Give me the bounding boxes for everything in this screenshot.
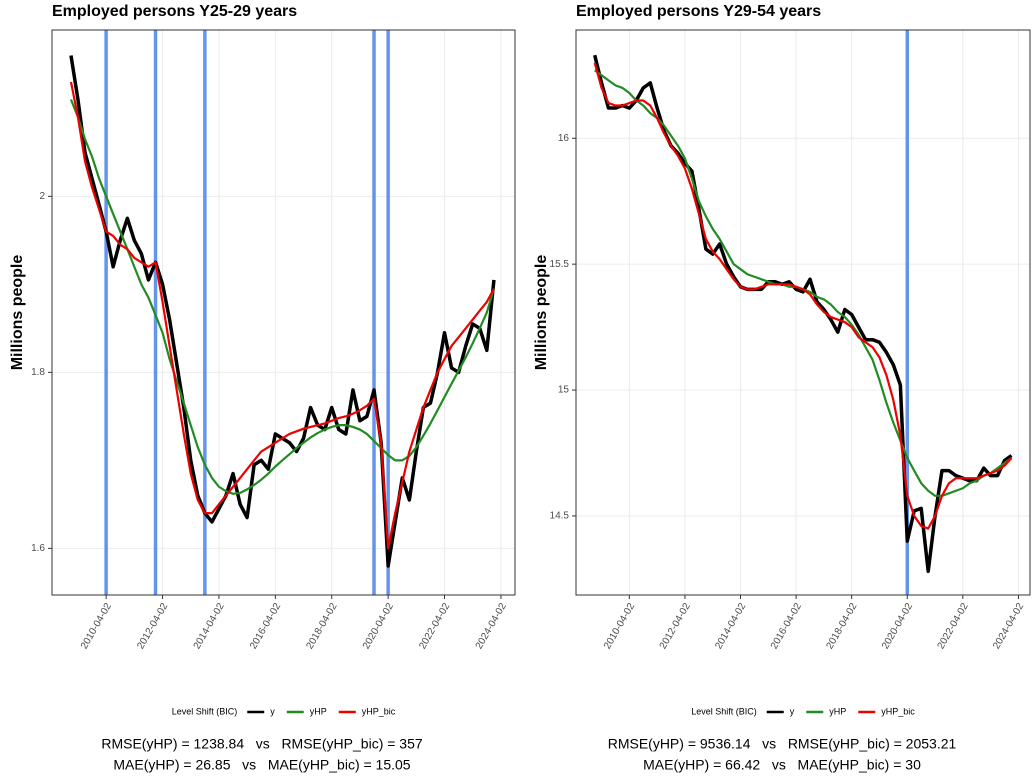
y-tick-label: 15	[558, 385, 570, 396]
stats-annotation: MAE(yHP) = 66.42 vs MAE(yHP_bic) = 30	[643, 757, 921, 773]
x-tick-label: 2010-04-02	[602, 601, 637, 651]
y-tick-label: 14.5	[550, 511, 570, 522]
x-tick-label: 2014-04-02	[713, 601, 748, 651]
legend-label: y	[270, 706, 275, 716]
legend: Level Shift (BIC) y yHP yHP_bic	[172, 706, 396, 716]
legend-label: yHP_bic	[362, 706, 396, 716]
x-tick-label: 2020-04-02	[361, 601, 396, 651]
legend-label: yHP	[310, 706, 327, 716]
x-tick-label: 2014-04-02	[192, 601, 227, 651]
series-line	[69, 99, 495, 495]
y-tick-label: 15.5	[550, 259, 570, 270]
y-tick-label: 16	[558, 133, 570, 144]
x-tick-label: 2016-04-02	[248, 601, 283, 651]
legend-label: yHP	[829, 706, 846, 716]
y-axis-label: Millions people	[533, 255, 550, 371]
x-tick-label: 2012-04-02	[135, 601, 170, 651]
stats-annotation: MAE(yHP) = 26.85 vs MAE(yHP_bic) = 15.05	[113, 757, 410, 773]
stats-annotation: RMSE(yHP) = 1238.84 vs RMSE(yHP_bic) = 3…	[101, 736, 423, 752]
y-tick-label: 2	[39, 191, 45, 202]
x-tick-label: 2016-04-02	[769, 601, 804, 651]
x-tick-label: 2022-04-02	[936, 601, 971, 651]
x-tick-label: 2024-04-02	[991, 601, 1026, 651]
legend: Level Shift (BIC) y yHP yHP_bic	[691, 706, 915, 716]
plot-border	[51, 29, 516, 596]
legend-title: Level Shift (BIC)	[691, 706, 757, 716]
y-tick-label: 1.6	[31, 543, 45, 554]
plot-border	[575, 29, 1031, 596]
x-tick-label: 2020-04-02	[880, 601, 915, 651]
plot-background	[52, 30, 515, 595]
x-tick-label: 2012-04-02	[658, 601, 693, 651]
chart-title: Employed persons Y29-54 years	[576, 3, 821, 20]
legend-label: y	[790, 706, 795, 716]
plot-background	[576, 30, 1030, 595]
legend-label: yHP_bic	[881, 706, 915, 716]
series-line	[69, 81, 495, 550]
y-axis-label: Millions people	[9, 255, 26, 371]
stats-annotation: RMSE(yHP) = 9536.14 vs RMSE(yHP_bic) = 2…	[608, 736, 957, 752]
chart-title: Employed persons Y25-29 years	[52, 3, 297, 20]
x-tick-label: 2022-04-02	[417, 601, 452, 651]
x-tick-label: 2018-04-02	[824, 601, 859, 651]
x-tick-label: 2024-04-02	[474, 601, 509, 651]
y-tick-label: 1.8	[31, 367, 45, 378]
x-tick-label: 2010-04-02	[79, 601, 114, 651]
x-tick-label: 2018-04-02	[304, 601, 339, 651]
legend-title: Level Shift (BIC)	[172, 706, 238, 716]
series-line	[593, 62, 1013, 530]
